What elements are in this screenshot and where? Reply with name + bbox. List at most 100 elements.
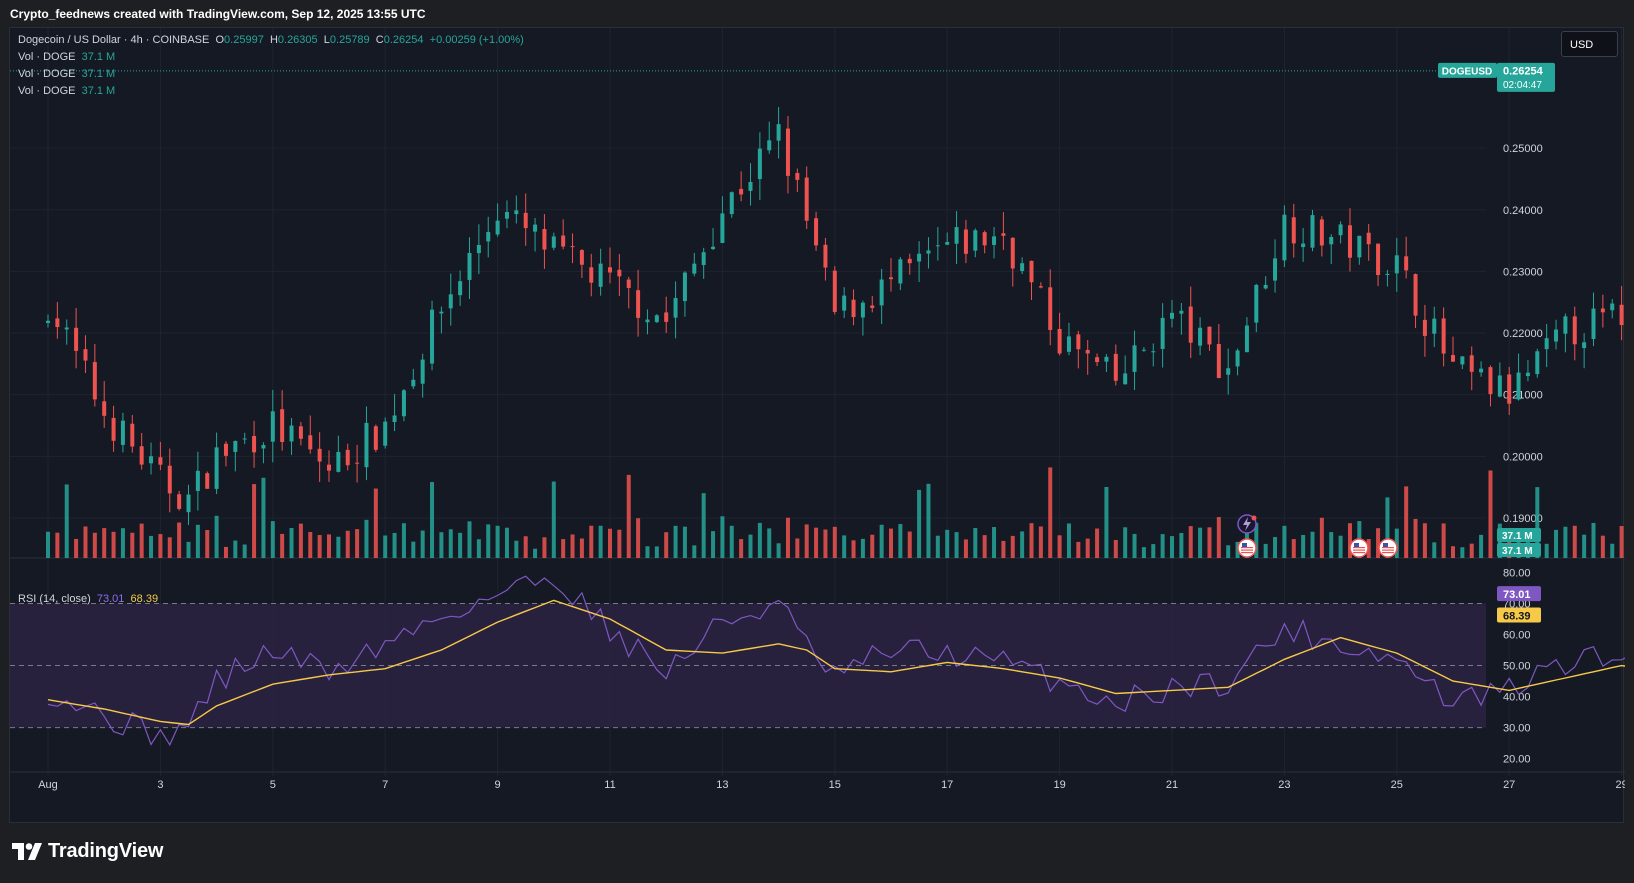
candle[interactable] [982, 232, 987, 246]
candle[interactable] [1497, 375, 1502, 397]
candle[interactable] [223, 443, 228, 456]
volume-bar[interactable] [1160, 534, 1165, 558]
volume-bar[interactable] [1057, 535, 1062, 558]
volume-bar[interactable] [1226, 545, 1231, 558]
candle[interactable] [1563, 316, 1568, 334]
volume-bar[interactable] [1600, 535, 1605, 558]
candle[interactable] [1441, 318, 1446, 354]
volume-bar[interactable] [83, 526, 88, 558]
volume-bar[interactable] [608, 528, 612, 558]
volume-bar[interactable] [1216, 517, 1221, 558]
candle[interactable] [167, 465, 172, 494]
candle[interactable] [1001, 233, 1006, 236]
candle[interactable] [214, 447, 219, 489]
volume-bar[interactable] [542, 537, 547, 558]
volume-bar[interactable] [130, 532, 135, 558]
volume-bar[interactable] [579, 538, 584, 558]
volume-bar[interactable] [832, 526, 837, 558]
volume-bar[interactable] [1610, 543, 1615, 558]
candle[interactable] [177, 494, 182, 509]
volume-bar[interactable] [898, 524, 903, 558]
candle[interactable] [992, 236, 997, 245]
candle[interactable] [1076, 334, 1081, 350]
candle[interactable] [130, 423, 135, 447]
volume-bar[interactable] [1338, 535, 1343, 558]
candle[interactable] [1038, 286, 1043, 288]
candle[interactable] [898, 259, 903, 284]
rsi-line[interactable] [47, 575, 1625, 747]
candle[interactable] [205, 473, 210, 489]
volume-bar[interactable] [1113, 539, 1118, 558]
volume-bar[interactable] [729, 525, 734, 558]
candle[interactable] [954, 227, 959, 244]
candle[interactable] [1479, 368, 1484, 373]
volume-bar[interactable] [486, 524, 491, 558]
candle[interactable] [280, 409, 285, 443]
tradingview-logo[interactable]: TradingView [12, 840, 163, 863]
volume-bar[interactable] [1329, 532, 1334, 558]
volume-bar[interactable] [1347, 523, 1352, 558]
candle[interactable] [430, 309, 435, 364]
volume-bar[interactable] [1422, 523, 1427, 558]
candle[interactable] [1525, 372, 1530, 377]
candle[interactable] [64, 327, 69, 330]
volume-bar[interactable] [1554, 529, 1559, 558]
currency-button[interactable]: USD [1561, 31, 1618, 57]
volume-bar[interactable] [561, 539, 566, 558]
candle[interactable] [195, 470, 200, 491]
volume-bar[interactable] [945, 529, 950, 558]
volume-bar[interactable] [1123, 527, 1128, 558]
volume-bar[interactable] [720, 516, 725, 558]
volume-bar[interactable] [355, 529, 360, 558]
volume-bar[interactable] [439, 532, 444, 558]
candle[interactable] [1151, 351, 1156, 353]
candle[interactable] [1179, 310, 1184, 314]
volume-bar[interactable] [551, 481, 556, 558]
candle[interactable] [420, 359, 425, 384]
volume-bar[interactable] [598, 525, 603, 558]
candle[interactable] [1319, 219, 1324, 246]
volume-bar[interactable] [1619, 526, 1624, 558]
candle[interactable] [1422, 319, 1427, 336]
volume-bar[interactable] [1441, 523, 1446, 558]
candle[interactable] [907, 258, 912, 264]
volume-bar[interactable] [757, 522, 762, 558]
volume-bar[interactable] [1010, 535, 1015, 558]
volume-bar[interactable] [1179, 532, 1184, 558]
volume-bar[interactable] [1198, 527, 1203, 558]
volume-bar[interactable] [1085, 538, 1090, 558]
volume-bar[interactable] [1188, 526, 1193, 558]
volume-bar[interactable] [261, 477, 266, 558]
volume-bar[interactable] [1582, 534, 1587, 558]
volume-bar[interactable] [645, 546, 650, 558]
volume-bar[interactable] [1048, 467, 1053, 558]
chart-canvas[interactable]: 0.19000 0.20000 0.21000 0.22000 0.23000 0.240… [10, 28, 1625, 824]
volume-bar[interactable] [458, 532, 463, 558]
candle[interactable] [1376, 243, 1381, 276]
volume-bar[interactable] [533, 548, 538, 558]
volume-bar[interactable] [46, 531, 50, 558]
volume-bar[interactable] [233, 540, 238, 558]
volume-bar[interactable] [448, 529, 453, 558]
candle[interactable] [523, 212, 528, 229]
volume-bar[interactable] [1469, 543, 1474, 558]
volume-bar[interactable] [223, 546, 228, 558]
candle[interactable] [1385, 273, 1390, 276]
volume-bar[interactable] [345, 530, 350, 558]
volume-legend[interactable]: Vol · DOGE 37.1 M [18, 51, 115, 63]
volume-bar[interactable] [879, 524, 884, 558]
volume-bar[interactable] [907, 531, 912, 558]
candle[interactable] [1263, 284, 1268, 289]
volume-bar[interactable] [504, 527, 509, 558]
candle[interactable] [1469, 355, 1474, 372]
candle[interactable] [1010, 237, 1015, 269]
volume-bar[interactable] [411, 541, 416, 558]
candle[interactable] [401, 390, 406, 417]
candle[interactable] [1123, 373, 1128, 385]
candle[interactable] [261, 445, 266, 449]
volume-bar[interactable] [1020, 531, 1025, 558]
volume-bar[interactable] [1544, 543, 1549, 558]
candle[interactable] [317, 448, 322, 462]
candle[interactable] [860, 302, 865, 318]
candle[interactable] [589, 267, 594, 283]
